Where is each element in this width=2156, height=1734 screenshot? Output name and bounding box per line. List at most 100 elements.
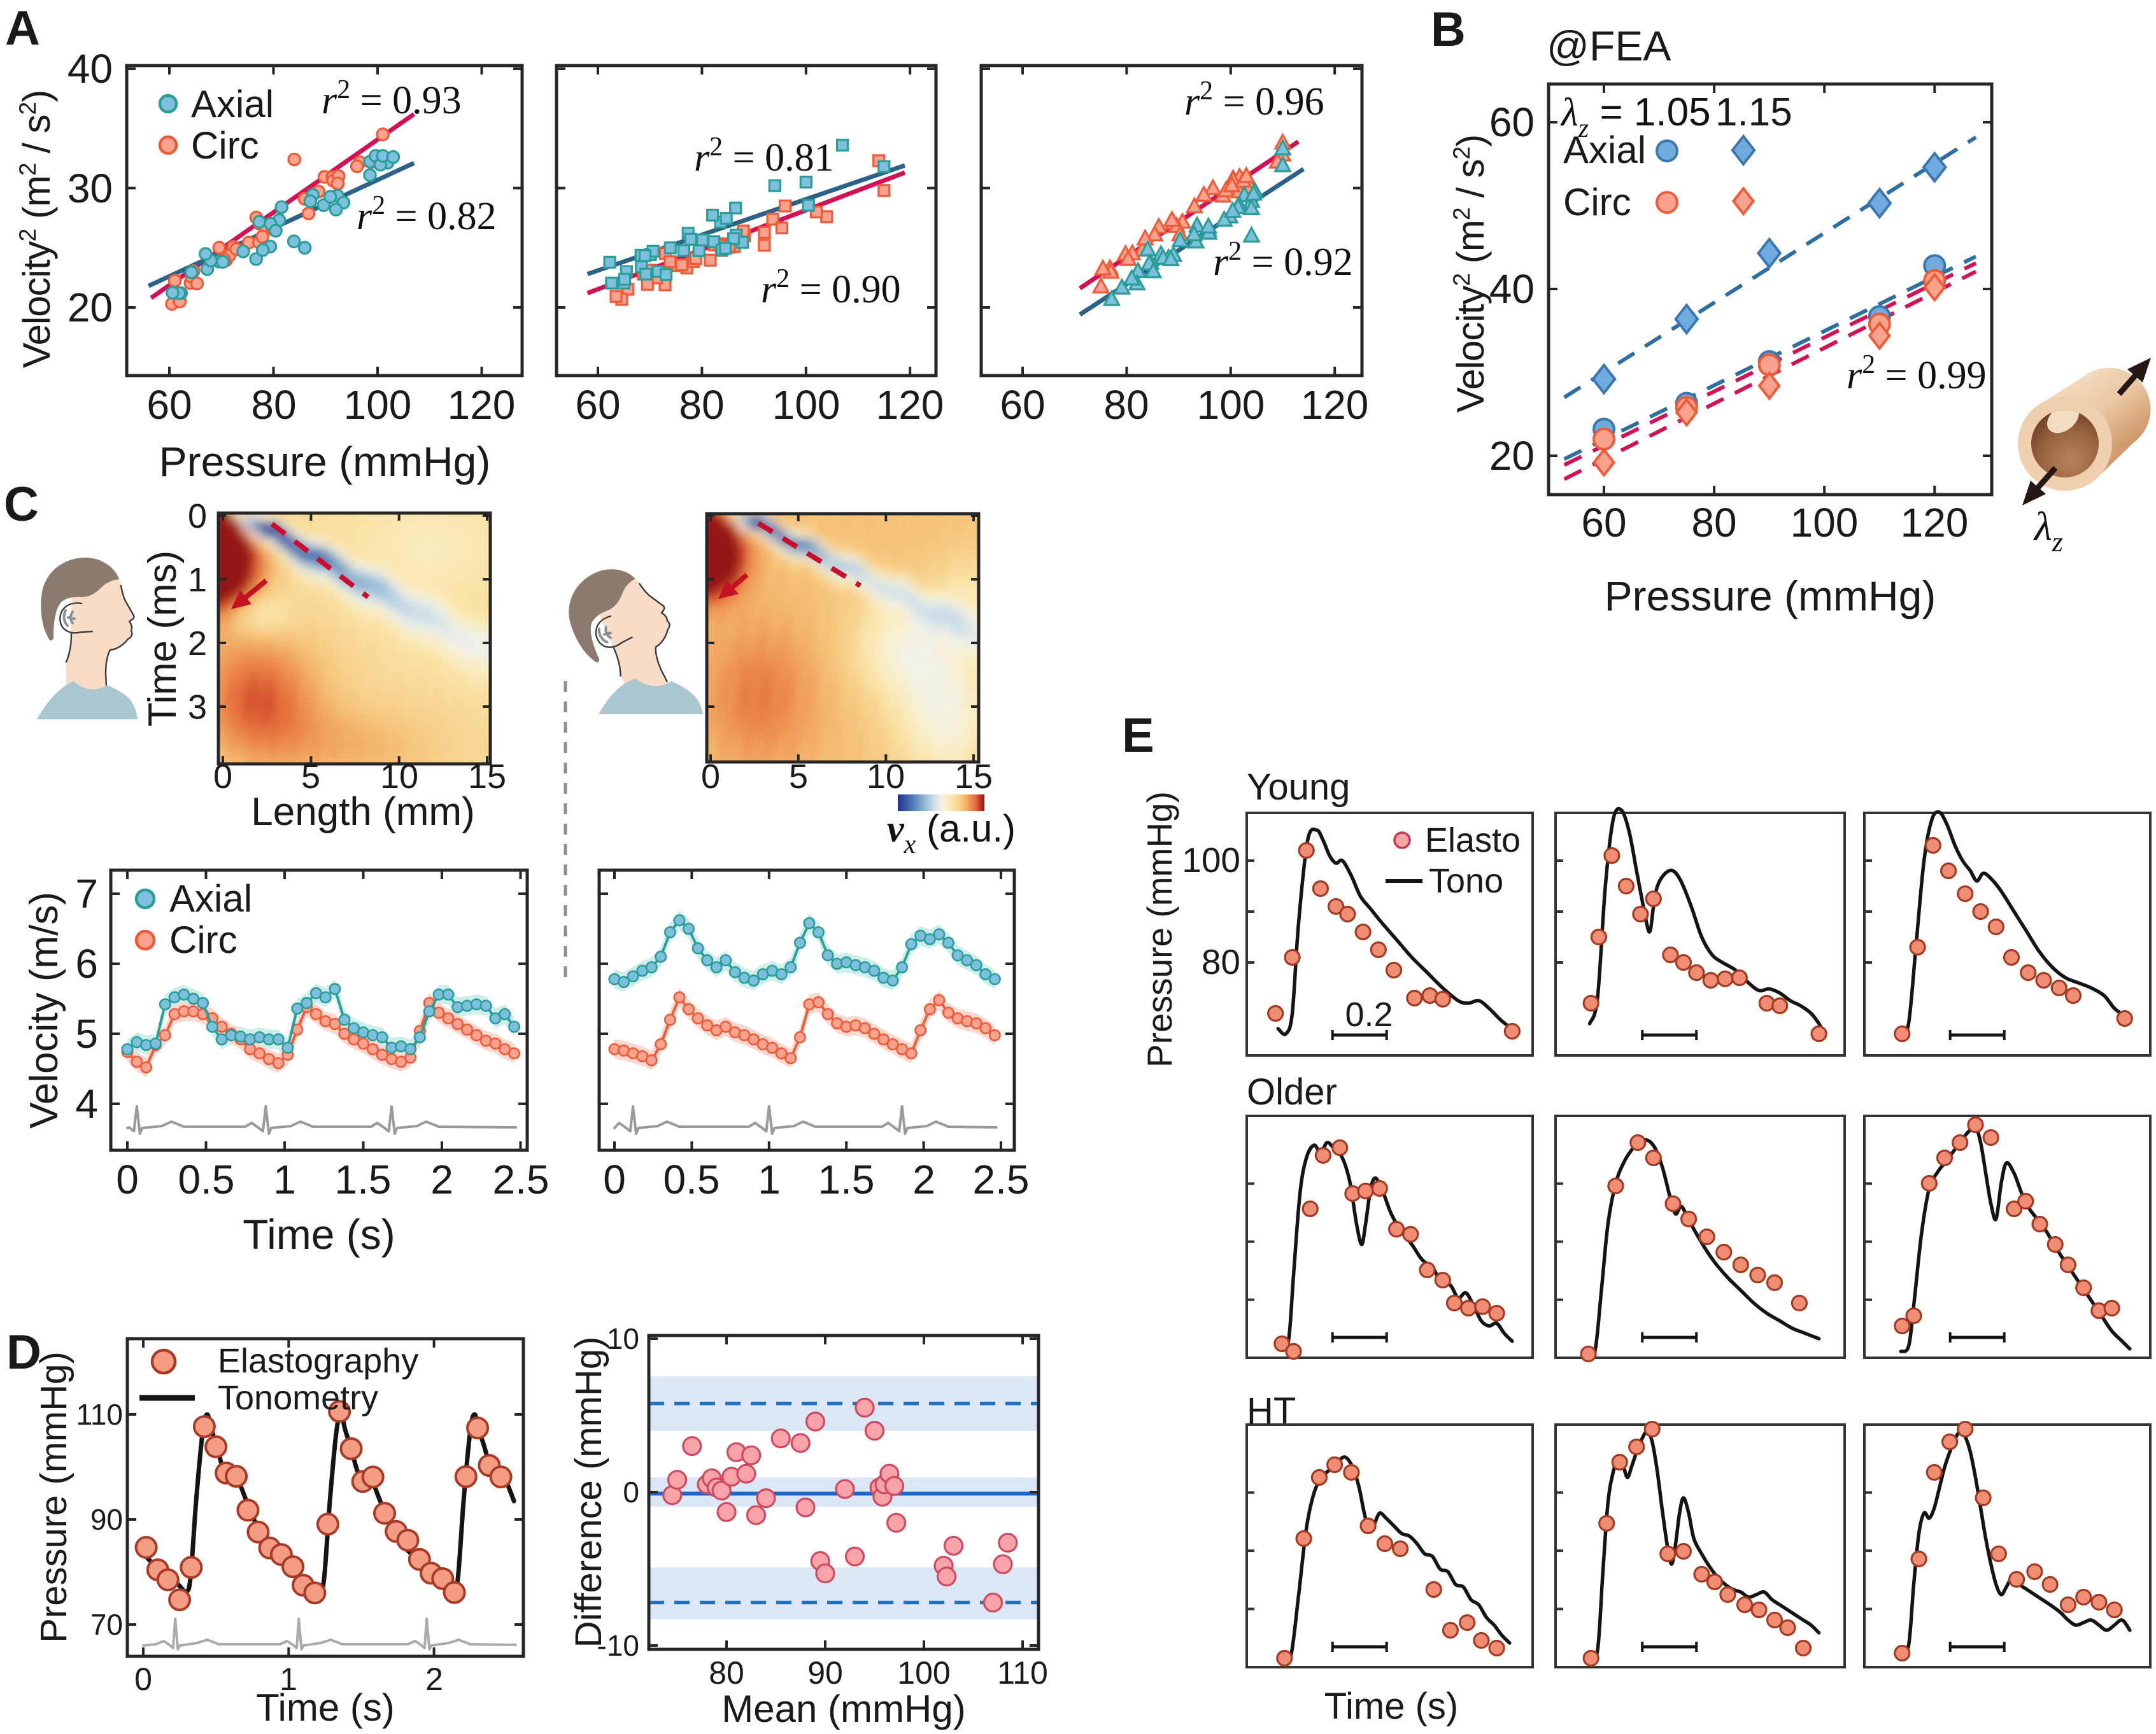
svg-text:1: 1 (188, 561, 207, 599)
svg-text:0: 0 (701, 758, 720, 796)
svg-text:2: 2 (912, 1157, 935, 1202)
svg-text:90: 90 (90, 1503, 123, 1536)
svg-text:Time (s): Time (s) (256, 1686, 395, 1729)
svg-text:120: 120 (448, 382, 516, 428)
svg-text:10: 10 (380, 758, 418, 796)
svg-text:6: 6 (75, 941, 98, 987)
svg-text:r2 = 0.81: r2 = 0.81 (694, 132, 834, 180)
svg-text:10: 10 (607, 1322, 639, 1355)
svg-text:0.5: 0.5 (663, 1157, 720, 1202)
svg-text:@FEA: @FEA (1547, 22, 1671, 69)
svg-text:1.5: 1.5 (818, 1157, 875, 1202)
svg-text:B: B (1431, 3, 1466, 57)
svg-text:1: 1 (758, 1157, 781, 1202)
svg-text:D: D (6, 1325, 41, 1379)
svg-text:5: 5 (75, 1011, 98, 1057)
svg-text:Pressure (mmHg): Pressure (mmHg) (159, 438, 491, 485)
svg-text:120: 120 (876, 382, 944, 428)
svg-text:120: 120 (1901, 500, 1969, 546)
svg-text:40: 40 (67, 46, 113, 92)
svg-text:Tono: Tono (1429, 862, 1503, 900)
svg-text:2: 2 (188, 624, 207, 663)
svg-text:80: 80 (1202, 942, 1240, 982)
svg-text:Axial: Axial (169, 877, 252, 920)
svg-text:Velocity2​ (m2​ / s2​): Velocity2​ (m2​ / s2​) (1448, 135, 1492, 412)
svg-text:r2 = 0.99: r2 = 0.99 (1847, 350, 1987, 397)
svg-text:20: 20 (1489, 433, 1535, 479)
svg-text:3: 3 (188, 688, 207, 726)
svg-text:Elastography: Elastography (218, 1342, 418, 1380)
svg-text:80: 80 (1691, 500, 1736, 546)
svg-text:0: 0 (188, 497, 207, 535)
svg-text:C: C (4, 477, 39, 532)
svg-text:0: 0 (213, 758, 232, 796)
svg-text:90: 90 (807, 1655, 843, 1691)
svg-text:4: 4 (75, 1081, 98, 1127)
svg-text:0: 0 (134, 1661, 152, 1697)
svg-text:100: 100 (344, 382, 412, 428)
svg-text:60: 60 (1489, 99, 1535, 145)
svg-text:Time (s): Time (s) (243, 1211, 395, 1258)
svg-text:7: 7 (75, 871, 98, 917)
svg-text:vx (a.u.): vx (a.u.) (887, 807, 1016, 859)
svg-text:E: E (1122, 708, 1154, 763)
svg-text:2: 2 (425, 1661, 443, 1697)
svg-text:10: 10 (867, 758, 905, 796)
svg-text:120: 120 (1301, 382, 1369, 428)
svg-text:15: 15 (954, 758, 993, 796)
svg-text:100: 100 (772, 382, 840, 428)
svg-text:Time (s): Time (s) (1324, 1686, 1458, 1727)
svg-text:5: 5 (301, 758, 320, 796)
svg-text:Velocity (m/s): Velocity (m/s) (22, 892, 66, 1129)
svg-text:r2 = 0.90: r2 = 0.90 (761, 264, 901, 311)
svg-text:Time (ms): Time (ms) (141, 551, 185, 727)
svg-text:A: A (5, 1, 40, 55)
svg-text:r2 = 0.92: r2 = 0.92 (1213, 237, 1353, 284)
svg-text:80: 80 (679, 382, 724, 428)
svg-text:100: 100 (1791, 500, 1859, 546)
svg-text:30: 30 (67, 166, 113, 211)
svg-text:Mean (mmHg): Mean (mmHg) (721, 1688, 965, 1730)
svg-text:110: 110 (76, 1398, 123, 1431)
svg-text:1.5: 1.5 (335, 1157, 392, 1202)
svg-text:Circ: Circ (191, 124, 259, 167)
svg-text:80: 80 (709, 1655, 744, 1691)
svg-text:0: 0 (623, 1476, 639, 1509)
svg-text:0: 0 (603, 1157, 626, 1202)
svg-text:Velocity2​ (m2​ / s2​): Velocity2​ (m2​ / s2​) (14, 90, 58, 368)
svg-text:60: 60 (146, 382, 192, 428)
svg-text:-10: -10 (597, 1629, 639, 1662)
svg-text:100: 100 (897, 1655, 950, 1691)
svg-text:0.2: 0.2 (1345, 996, 1393, 1034)
svg-text:Axial: Axial (191, 83, 274, 125)
svg-text:Young: Young (1247, 766, 1350, 808)
svg-text:r2 = 0.96: r2 = 0.96 (1184, 76, 1324, 123)
svg-text:r2 = 0.82: r2 = 0.82 (357, 191, 497, 238)
svg-text:Older: Older (1247, 1071, 1337, 1113)
svg-text:5: 5 (789, 758, 808, 796)
svg-text:40: 40 (1489, 266, 1535, 312)
svg-text:Tonometry: Tonometry (218, 1379, 378, 1417)
svg-text:15: 15 (468, 758, 506, 796)
svg-text:100: 100 (1182, 840, 1240, 880)
svg-text:Axial: Axial (1563, 129, 1646, 171)
svg-text:Pressure (mmHg): Pressure (mmHg) (1140, 791, 1179, 1068)
svg-text:70: 70 (90, 1608, 123, 1641)
svg-text:Circ: Circ (169, 919, 238, 961)
svg-text:2.5: 2.5 (973, 1157, 1030, 1202)
svg-text:Elasto: Elasto (1425, 821, 1521, 859)
svg-text:80: 80 (1103, 382, 1149, 428)
svg-text:80: 80 (251, 382, 296, 428)
svg-text:2: 2 (430, 1157, 453, 1202)
svg-text:60: 60 (1581, 500, 1626, 546)
svg-text:Circ: Circ (1563, 181, 1631, 223)
svg-text:1.15: 1.15 (1715, 90, 1792, 134)
svg-text:1: 1 (280, 1661, 297, 1697)
svg-text:Pressure (mmHg): Pressure (mmHg) (1605, 572, 1936, 619)
svg-text:20: 20 (67, 285, 113, 330)
svg-text:Length (mm): Length (mm) (251, 790, 474, 834)
svg-text:Difference (mmHg): Difference (mmHg) (568, 1337, 609, 1648)
svg-text:Pressure (mmHg): Pressure (mmHg) (33, 1351, 74, 1643)
svg-text:0.5: 0.5 (178, 1157, 235, 1202)
svg-text:100: 100 (1197, 382, 1265, 428)
